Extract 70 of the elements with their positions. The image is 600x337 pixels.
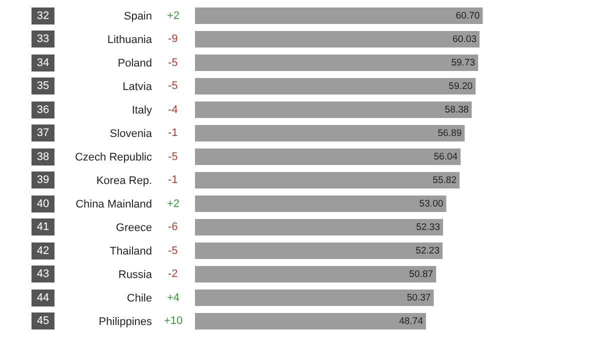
bar	[195, 102, 472, 118]
text: -1	[168, 127, 178, 139]
text: 41	[36, 221, 50, 233]
text: -4	[168, 104, 178, 116]
bar	[195, 8, 483, 24]
bar	[195, 290, 434, 306]
data-label: 52.33	[416, 222, 440, 233]
data-label: 55.82	[432, 174, 457, 186]
y-tick-label: Chile	[126, 292, 152, 305]
data-label: 59.20	[448, 80, 473, 92]
text: +10	[164, 315, 183, 327]
bar	[195, 125, 465, 142]
text: +2	[167, 10, 180, 22]
y-tick-label: Greece	[116, 222, 152, 234]
bar	[195, 54, 478, 71]
y-tick-label: Slovenia	[110, 128, 153, 140]
text: 45	[36, 315, 50, 327]
text: 33	[36, 33, 50, 45]
bar	[195, 148, 461, 165]
y-tick-label: Spain	[124, 10, 152, 23]
text: -1	[168, 174, 178, 186]
data-label: 50.37	[406, 292, 431, 304]
data-label: 50.87	[409, 268, 434, 280]
text: -5	[168, 151, 178, 163]
data-label: 58.38	[444, 104, 469, 116]
data-label: 53.00	[419, 198, 444, 210]
text: 34	[36, 57, 50, 69]
text: 35	[36, 80, 50, 92]
y-tick-label: Italy	[132, 104, 152, 117]
data-label: 56.89	[438, 128, 462, 139]
text: -5	[168, 245, 178, 257]
data-label: 56.04	[434, 151, 458, 162]
text: 40	[36, 198, 50, 210]
text: 39	[36, 174, 50, 186]
data-label: 60.70	[456, 10, 480, 22]
text: 43	[36, 268, 50, 280]
text: -2	[168, 268, 178, 280]
y-tick-label: Korea Rep.	[96, 175, 152, 188]
text: 37	[36, 127, 50, 139]
text: 44	[36, 292, 50, 304]
text: -6	[168, 221, 178, 233]
text: +2	[167, 198, 180, 210]
text: -5	[168, 80, 178, 92]
y-tick-label: Russia	[118, 269, 153, 282]
y-tick-label: Thailand	[110, 246, 152, 258]
text: 42	[36, 245, 50, 257]
bar	[195, 172, 460, 188]
y-tick-label: Poland	[118, 58, 152, 70]
bar	[195, 219, 444, 236]
data-label: 48.74	[399, 316, 424, 327]
bar	[195, 266, 436, 282]
text: 36	[36, 104, 50, 116]
data-label: 52.23	[416, 245, 440, 256]
text: 32	[36, 10, 50, 22]
text: -9	[168, 33, 178, 45]
bar	[195, 78, 476, 94]
y-tick-label: China Mainland	[76, 198, 152, 211]
bar	[195, 313, 426, 330]
bar	[195, 31, 480, 48]
y-tick-label: Philippines	[98, 316, 152, 328]
bar	[195, 196, 446, 212]
y-tick-label: Latvia	[122, 81, 153, 94]
data-label: 60.03	[452, 34, 477, 45]
y-tick-label: Lithuania	[107, 34, 153, 46]
data-label: 59.73	[451, 57, 476, 68]
text: +4	[167, 292, 180, 304]
text: -5	[168, 57, 178, 69]
y-tick-label: Czech Republic	[74, 152, 152, 164]
bar	[195, 242, 443, 259]
text: 38	[36, 151, 50, 163]
